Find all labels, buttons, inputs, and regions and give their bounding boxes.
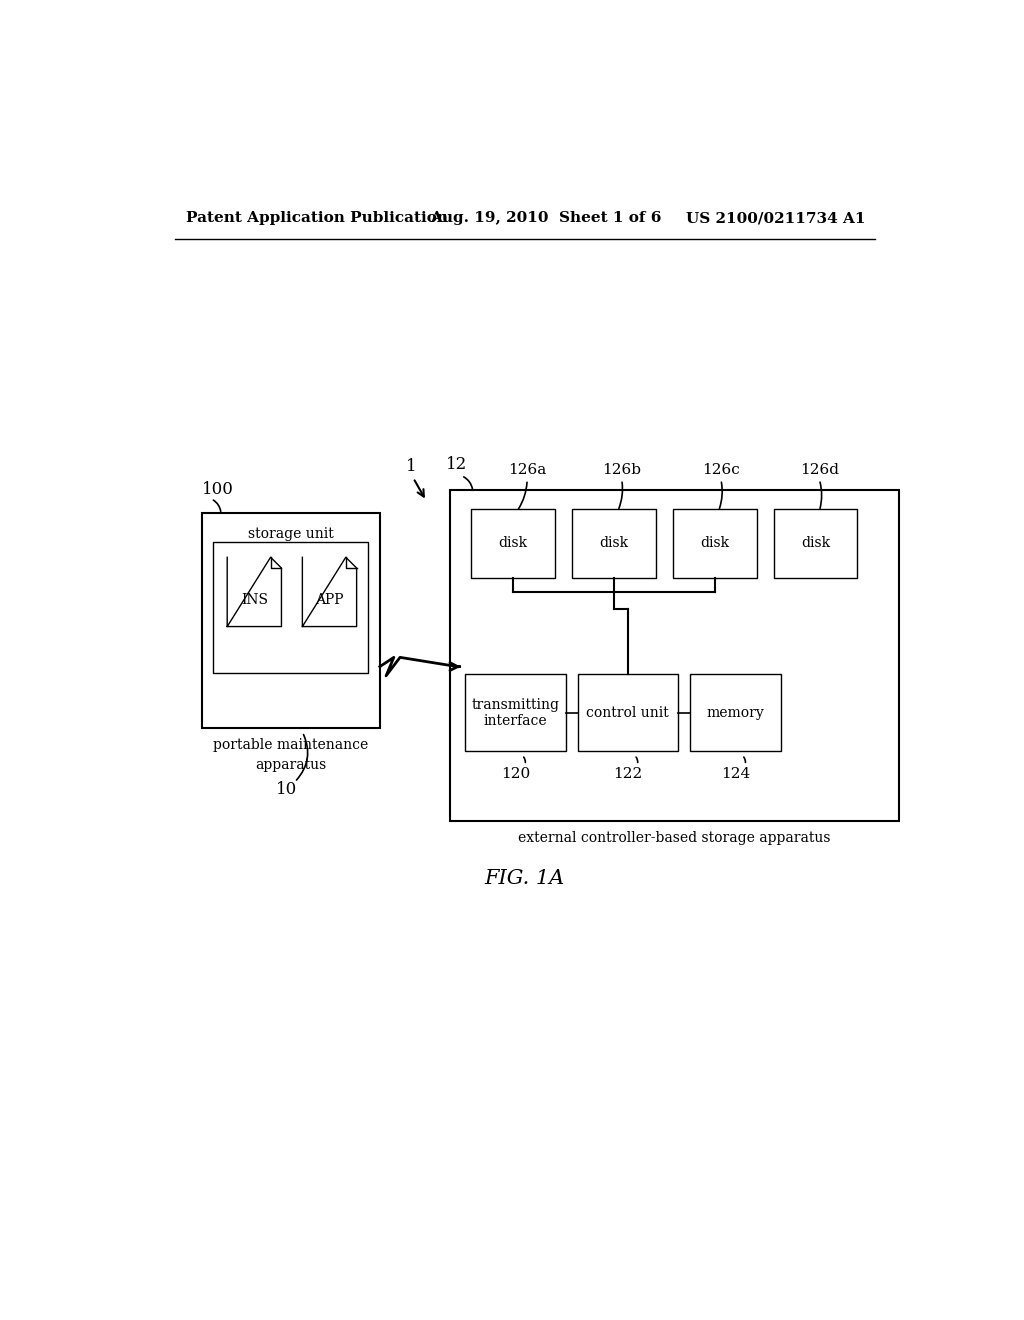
Polygon shape — [227, 557, 282, 627]
Text: 1: 1 — [406, 458, 416, 475]
Text: 126a: 126a — [508, 463, 546, 478]
Text: 126d: 126d — [800, 463, 839, 478]
Text: 12: 12 — [445, 457, 467, 474]
Bar — [773, 508, 857, 578]
Bar — [673, 508, 757, 578]
Bar — [690, 675, 781, 751]
Bar — [578, 675, 678, 751]
Text: control unit: control unit — [587, 706, 670, 719]
Text: disk: disk — [700, 536, 729, 550]
Text: FIG. 1A: FIG. 1A — [484, 869, 565, 888]
Bar — [450, 490, 899, 821]
Text: INS: INS — [241, 593, 268, 607]
Text: disk: disk — [499, 536, 527, 550]
Text: 10: 10 — [276, 781, 298, 799]
Text: 100: 100 — [202, 480, 233, 498]
Text: disk: disk — [801, 536, 830, 550]
Text: 126b: 126b — [602, 463, 641, 478]
Text: Aug. 19, 2010  Sheet 1 of 6: Aug. 19, 2010 Sheet 1 of 6 — [430, 211, 662, 226]
Text: transmitting
interface: transmitting interface — [471, 698, 559, 727]
Text: portable maintenance
apparatus: portable maintenance apparatus — [213, 738, 369, 772]
Text: disk: disk — [599, 536, 629, 550]
Bar — [202, 512, 380, 729]
Bar — [572, 508, 655, 578]
Bar — [471, 508, 555, 578]
Polygon shape — [302, 557, 356, 627]
Text: US 2100/0211734 A1: US 2100/0211734 A1 — [686, 211, 865, 226]
Text: 126c: 126c — [702, 463, 739, 478]
Bar — [213, 541, 369, 673]
Text: storage unit: storage unit — [248, 527, 334, 541]
Text: Patent Application Publication: Patent Application Publication — [186, 211, 449, 226]
Text: APP: APP — [315, 593, 344, 607]
Text: 120: 120 — [501, 767, 530, 781]
Text: 122: 122 — [613, 767, 642, 781]
Text: external controller-based storage apparatus: external controller-based storage appara… — [518, 830, 830, 845]
Bar — [465, 675, 566, 751]
Text: memory: memory — [707, 706, 765, 719]
Text: 124: 124 — [721, 767, 751, 781]
